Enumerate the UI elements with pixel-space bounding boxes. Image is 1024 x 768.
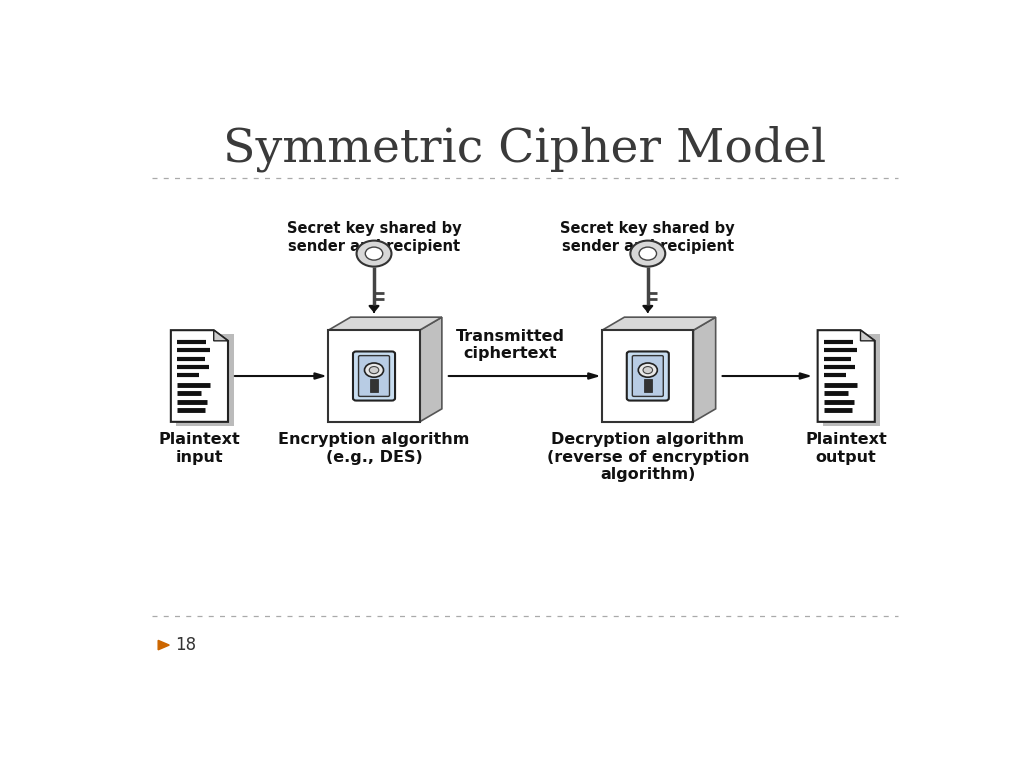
Text: Decryption algorithm
(reverse of encryption
algorithm): Decryption algorithm (reverse of encrypt… (547, 432, 750, 482)
FancyBboxPatch shape (329, 330, 420, 422)
Polygon shape (329, 317, 442, 330)
Polygon shape (693, 317, 716, 422)
Polygon shape (171, 330, 228, 422)
Circle shape (366, 247, 383, 260)
Text: Secret key shared by
sender and recipient: Secret key shared by sender and recipien… (287, 221, 462, 253)
Circle shape (365, 363, 384, 377)
Text: Plaintext
input: Plaintext input (159, 432, 241, 465)
Text: Encryption algorithm
(e.g., DES): Encryption algorithm (e.g., DES) (279, 432, 470, 465)
Polygon shape (817, 330, 874, 422)
Text: Symmetric Cipher Model: Symmetric Cipher Model (223, 125, 826, 171)
Text: 18: 18 (176, 636, 197, 654)
FancyBboxPatch shape (602, 330, 693, 422)
FancyBboxPatch shape (633, 356, 664, 396)
Circle shape (370, 366, 379, 374)
FancyBboxPatch shape (370, 379, 378, 392)
FancyBboxPatch shape (823, 334, 881, 426)
FancyBboxPatch shape (627, 352, 669, 401)
Text: Plaintext
output: Plaintext output (805, 432, 887, 465)
Polygon shape (158, 641, 169, 650)
FancyBboxPatch shape (358, 356, 389, 396)
Polygon shape (860, 330, 874, 341)
Polygon shape (420, 317, 442, 422)
Text: Transmitted
ciphertext: Transmitted ciphertext (456, 329, 564, 361)
Text: Secret key shared by
sender and recipient: Secret key shared by sender and recipien… (560, 221, 735, 253)
FancyBboxPatch shape (353, 352, 395, 401)
Polygon shape (602, 317, 716, 330)
FancyBboxPatch shape (644, 379, 652, 392)
Circle shape (638, 363, 657, 377)
Circle shape (643, 366, 652, 374)
FancyBboxPatch shape (176, 334, 233, 426)
Polygon shape (214, 330, 228, 341)
Circle shape (356, 240, 391, 266)
Circle shape (639, 247, 656, 260)
Circle shape (631, 240, 666, 266)
